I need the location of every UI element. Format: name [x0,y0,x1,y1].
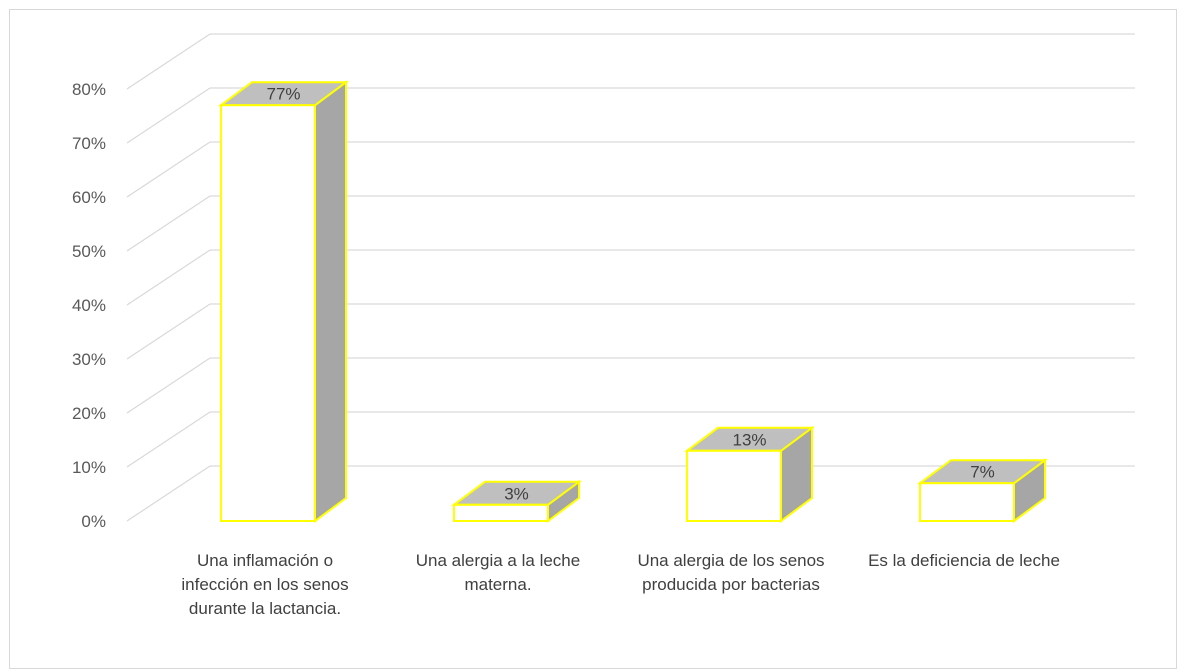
bar [683,425,816,523]
gridline-diagonal [126,249,211,306]
y-tick-label: 40% [72,296,106,315]
bar [450,479,583,523]
gridline-diagonal [126,87,211,144]
bar-front-face [919,482,1015,523]
y-axis-ticks: 0% 10% 20% 30% 40% 50% 60% 70% 80% [72,80,106,531]
bar [217,80,350,523]
y-tick-label: 60% [72,188,106,207]
y-tick-label: 10% [72,458,106,477]
data-labels: 77% 3% 13% 7% [266,85,994,504]
data-label: 13% [732,430,766,449]
chart-frame: 0% 10% 20% 30% 40% 50% 60% 70% 80% 77% 3% 13% 7% Un… [9,9,1177,669]
y-tick-label: 80% [72,80,106,99]
gridline-diagonal [126,357,211,414]
gridline-diagonal [126,411,211,468]
gridline-diagonal [126,141,211,198]
gridline-diagonal [126,195,211,252]
y-tick-label: 20% [72,404,106,423]
y-tick-label: 50% [72,242,106,261]
x-category-label: Una alergia de los senos producida por b… [637,551,825,594]
gridline-diagonal [126,303,211,360]
bar-side-face [314,80,347,523]
x-category-label: Una alergia a la leche materna. [415,551,581,594]
bar-front-face [453,503,549,522]
bar-front-face [686,449,782,522]
bar-front-face [220,104,316,522]
x-category-label: Una inflamación o infección en los senos… [181,551,349,618]
y-tick-label: 30% [72,350,106,369]
y-tick-label: 70% [72,134,106,153]
data-label: 77% [266,85,300,104]
data-label: 3% [504,484,529,503]
bar-chart: 0% 10% 20% 30% 40% 50% 60% 70% 80% 77% 3% 13% 7% [72,33,1135,531]
gridline-diagonal [126,33,211,90]
bars [217,80,1049,523]
x-category-label: Es la deficiencia de leche [868,551,1060,570]
data-label: 7% [970,463,995,482]
bar [916,458,1049,523]
gridline-diagonal [126,465,211,522]
y-tick-label: 0% [81,512,106,531]
gridlines [126,33,1135,522]
